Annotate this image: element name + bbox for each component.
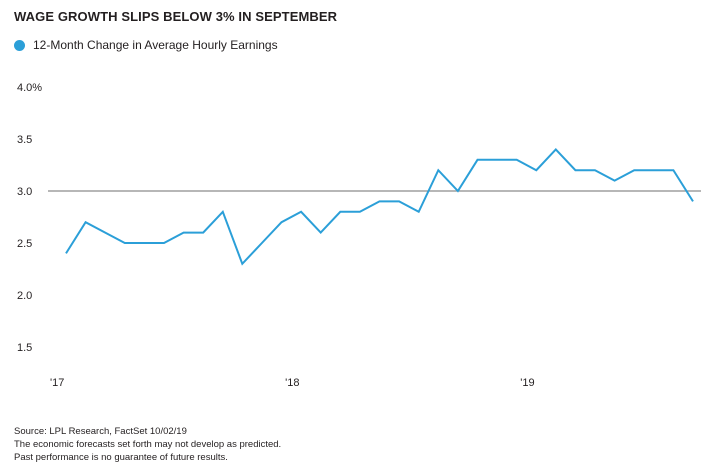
y-tick-label: 2.5 (17, 238, 32, 250)
performance-disclaimer: Past performance is no guarantee of futu… (14, 452, 228, 463)
footnotes: Source: LPL Research, FactSet 10/02/19 T… (14, 425, 281, 464)
legend: 12-Month Change in Average Hourly Earnin… (14, 38, 278, 52)
series-line (65, 147, 694, 266)
legend-label: 12-Month Change in Average Hourly Earnin… (33, 38, 278, 52)
y-tick-label: 1.5 (17, 342, 32, 354)
y-tick-label: 3.5 (17, 134, 32, 146)
line-chart: 4.0% 3.5 3.0 2.5 2.0 1.5 '17 '18 '19 (17, 82, 701, 389)
x-tick-label: '19 (520, 377, 534, 389)
chart-title: WAGE GROWTH SLIPS BELOW 3% IN SEPTEMBER (14, 9, 338, 24)
y-tick-label: 2.0 (17, 290, 32, 302)
x-tick-label: '17 (50, 377, 64, 389)
y-tick-label: 4.0% (17, 82, 42, 94)
source-note: Source: LPL Research, FactSet 10/02/19 (14, 426, 187, 437)
forecast-disclaimer: The economic forecasts set forth may not… (14, 439, 282, 450)
x-tick-label: '18 (285, 377, 299, 389)
legend-marker (14, 39, 25, 51)
y-tick-label: 3.0 (17, 186, 32, 198)
